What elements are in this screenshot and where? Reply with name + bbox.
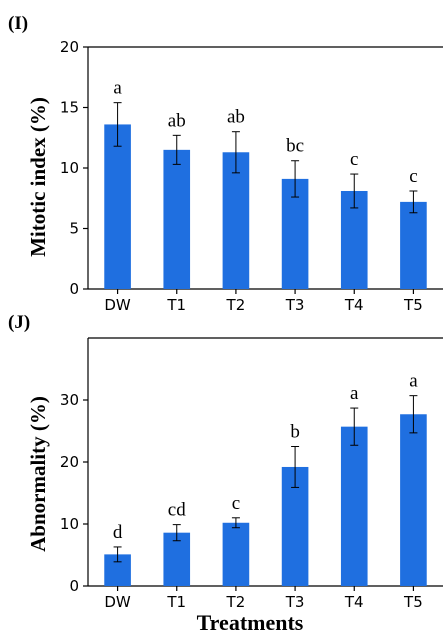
y-tick-label: 15 bbox=[60, 99, 79, 117]
y-tick-label: 5 bbox=[69, 220, 79, 238]
significance-letter: ab bbox=[227, 107, 245, 128]
significance-letter: c bbox=[350, 149, 358, 170]
bar-t1 bbox=[163, 532, 191, 586]
x-tick-label: T5 bbox=[403, 296, 423, 314]
x-tick-label: T2 bbox=[226, 593, 246, 611]
x-tick-label: T3 bbox=[285, 296, 305, 314]
x-tick-label: T2 bbox=[226, 296, 246, 314]
significance-letter: b bbox=[290, 422, 300, 443]
panel-label: (J) bbox=[8, 312, 30, 333]
chart-abnormality: (J) Abnormality (%) 0 10 20 30 d DW cd T1 c T2 b T3… bbox=[8, 312, 443, 635]
x-tick-label: DW bbox=[104, 593, 131, 611]
y-tick-label: 20 bbox=[60, 453, 79, 471]
plot-area: 0 5 10 15 20 a DW ab T1 ab T2 bc T3 c T4 c T5 bbox=[60, 38, 443, 314]
significance-letter: d bbox=[113, 522, 123, 543]
x-tick-label: T5 bbox=[403, 593, 423, 611]
bar-t2 bbox=[222, 522, 250, 586]
significance-letter: a bbox=[409, 371, 418, 392]
x-tick-label: T4 bbox=[344, 296, 364, 314]
y-tick-label: 10 bbox=[60, 515, 79, 533]
plot-area: 0 10 20 30 d DW cd T1 c T2 b T3 a T4 a T5 bbox=[60, 337, 443, 611]
panel-label: (I) bbox=[8, 13, 28, 34]
significance-letter: bc bbox=[286, 136, 304, 157]
x-tick-label: DW bbox=[104, 296, 131, 314]
y-tick-label: 0 bbox=[69, 577, 79, 595]
bar-t5 bbox=[400, 201, 427, 289]
y-tick-label: 10 bbox=[60, 159, 79, 177]
y-tick-label: 30 bbox=[60, 391, 79, 409]
significance-letter: cd bbox=[168, 500, 186, 521]
significance-letter: ab bbox=[168, 110, 186, 131]
bar-t4 bbox=[340, 426, 368, 586]
bar-dw bbox=[104, 124, 131, 289]
y-tick-label: 20 bbox=[60, 38, 79, 56]
x-axis-label: Treatments bbox=[197, 610, 304, 635]
significance-letter: c bbox=[232, 493, 240, 514]
chart-mitotic-index: (I) Mitotic index (%) 0 5 10 15 20 a DW ab T1 ab T… bbox=[8, 13, 443, 314]
bar-t2 bbox=[222, 152, 250, 289]
bar-t5 bbox=[400, 414, 427, 586]
significance-letter: a bbox=[350, 383, 359, 404]
x-tick-label: T1 bbox=[166, 296, 186, 314]
x-tick-label: T1 bbox=[166, 593, 186, 611]
y-axis-label: Abnormality (%) bbox=[26, 396, 50, 552]
y-tick-label: 0 bbox=[69, 280, 79, 298]
y-axis-label: Mitotic index (%) bbox=[26, 97, 50, 257]
significance-letter: a bbox=[113, 78, 122, 99]
x-tick-label: T3 bbox=[285, 593, 305, 611]
bar-t1 bbox=[163, 149, 191, 289]
significance-letter: c bbox=[409, 166, 417, 187]
x-tick-label: T4 bbox=[344, 593, 364, 611]
